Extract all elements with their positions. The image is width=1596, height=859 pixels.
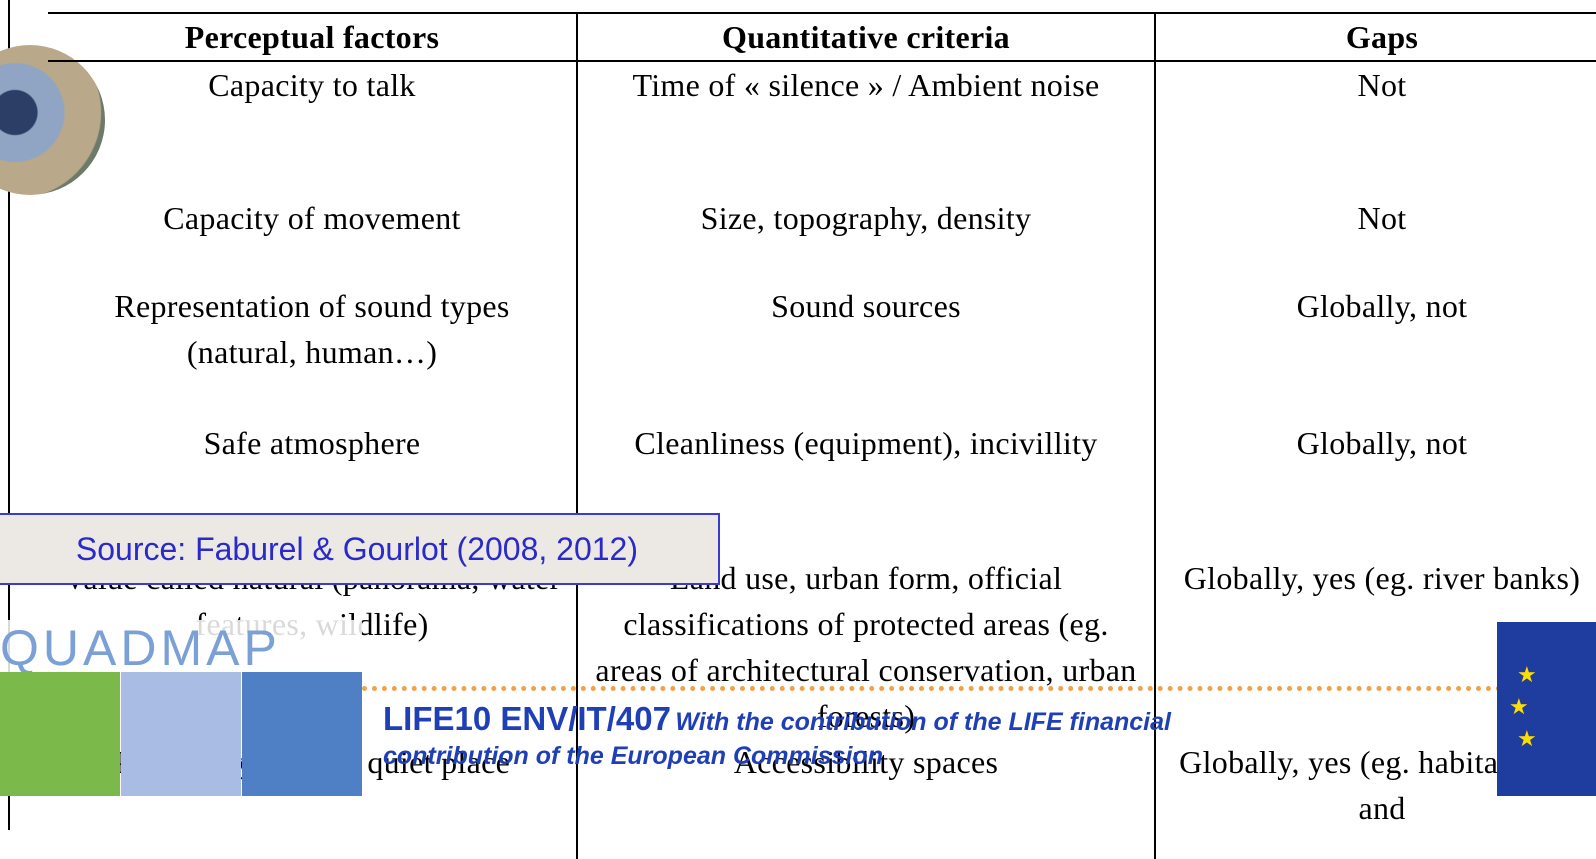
- logo-tile: [0, 672, 120, 796]
- svg-text:★: ★: [1517, 663, 1537, 688]
- cell: Sound sources: [576, 283, 1156, 420]
- slide-border: [8, 0, 10, 830]
- cell: Capacity to talk: [208, 67, 416, 103]
- source-box: Source: Faburel & Gourlot (2008, 2012): [0, 513, 720, 585]
- cell: Time of « silence » / Ambient noise: [576, 61, 1156, 195]
- eu-flag: ★ ★ ★: [1497, 622, 1596, 796]
- cell: Size, topography, density: [576, 195, 1156, 283]
- dotted-divider: [362, 686, 1502, 691]
- source-text: Source: Faburel & Gourlot (2008, 2012): [75, 531, 638, 567]
- cell: Capacity of movement: [163, 200, 461, 236]
- cell: Safe atmosphere: [203, 425, 421, 461]
- header-cell: Perceptual factors: [48, 12, 577, 62]
- header-cell: Gaps: [1155, 12, 1596, 62]
- contribution-line: With the contribution of the LIFE financ…: [675, 708, 1171, 736]
- cell: Not: [1357, 200, 1407, 236]
- svg-text:★: ★: [1509, 695, 1529, 720]
- logo-tile: [121, 672, 241, 796]
- logo-tile: [242, 672, 362, 796]
- project-code: LIFE10 ENV/IT/407: [383, 700, 671, 737]
- cell: Not: [1357, 67, 1407, 103]
- funding-note: LIFE10 ENV/IT/407 With the contribution …: [383, 700, 1171, 770]
- header-cell: Quantitative criteria: [576, 12, 1156, 62]
- contribution-line: contribution of the European Commission: [383, 742, 883, 770]
- header-row: Perceptual factors Quantitative criteria…: [48, 12, 1596, 62]
- cell: Globally, yes (eg. river banks): [1183, 560, 1581, 596]
- quadmap-logo: QUADMAP: [0, 620, 362, 796]
- cell: Globally, not: [1296, 425, 1468, 461]
- cell: Globally, not: [1296, 288, 1468, 324]
- logo-text: QUADMAP: [0, 620, 362, 672]
- cell: Land use, urban form, official classific…: [576, 555, 1156, 739]
- svg-text:★: ★: [1517, 727, 1537, 752]
- cell: Representation of sound types (natural, …: [114, 288, 510, 370]
- eu-stars: ★ ★ ★: [1509, 663, 1537, 752]
